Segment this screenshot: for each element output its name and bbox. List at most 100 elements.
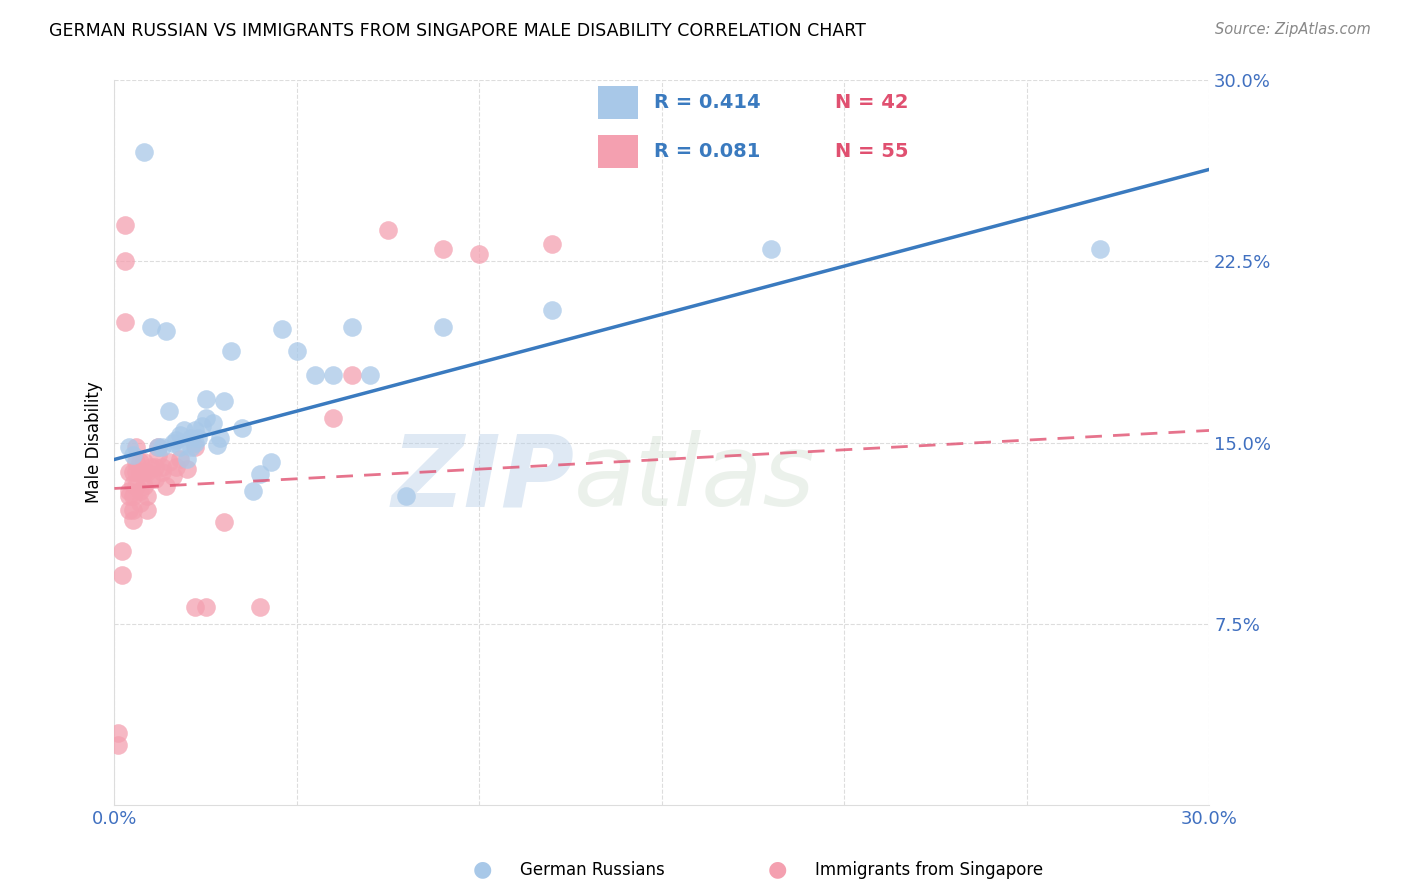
Point bbox=[148, 441, 170, 455]
Point bbox=[129, 483, 152, 498]
Point bbox=[169, 452, 191, 467]
Point bbox=[125, 479, 148, 493]
Point bbox=[107, 725, 129, 739]
Point bbox=[180, 431, 202, 445]
Point bbox=[114, 254, 136, 268]
Point bbox=[165, 459, 187, 474]
Point bbox=[176, 462, 198, 476]
Point bbox=[118, 441, 141, 455]
Point bbox=[322, 368, 344, 382]
Point bbox=[761, 242, 783, 256]
Point bbox=[219, 343, 242, 358]
Point bbox=[157, 455, 180, 469]
Point bbox=[304, 368, 326, 382]
Point bbox=[285, 343, 308, 358]
Point bbox=[191, 418, 214, 433]
Point bbox=[155, 324, 177, 338]
Point bbox=[212, 516, 235, 530]
Point bbox=[162, 469, 184, 483]
Text: R = 0.081: R = 0.081 bbox=[654, 142, 759, 161]
Point bbox=[169, 441, 191, 455]
Point bbox=[132, 465, 155, 479]
Point bbox=[541, 302, 564, 317]
Point bbox=[242, 483, 264, 498]
Point bbox=[148, 448, 170, 462]
Point bbox=[194, 411, 217, 425]
Point bbox=[139, 459, 162, 474]
Point bbox=[121, 489, 143, 503]
Y-axis label: Male Disability: Male Disability bbox=[86, 382, 103, 503]
Bar bbox=[599, 87, 638, 119]
Point bbox=[114, 218, 136, 232]
Point bbox=[155, 479, 177, 493]
Point bbox=[121, 503, 143, 517]
Point bbox=[432, 319, 454, 334]
Point bbox=[187, 431, 209, 445]
Point bbox=[125, 455, 148, 469]
Point bbox=[139, 319, 162, 334]
Text: Immigrants from Singapore: Immigrants from Singapore bbox=[815, 861, 1043, 879]
Point bbox=[1088, 242, 1111, 256]
Point bbox=[340, 319, 363, 334]
Point bbox=[111, 568, 134, 582]
Point bbox=[150, 459, 173, 474]
Text: N = 42: N = 42 bbox=[835, 93, 908, 112]
Point bbox=[212, 394, 235, 409]
Point bbox=[205, 438, 228, 452]
Point bbox=[231, 421, 253, 435]
Point bbox=[169, 428, 191, 442]
Point bbox=[209, 431, 232, 445]
Point bbox=[121, 448, 143, 462]
Point bbox=[359, 368, 381, 382]
Point bbox=[118, 503, 141, 517]
Point bbox=[125, 465, 148, 479]
Point bbox=[129, 455, 152, 469]
Point bbox=[150, 465, 173, 479]
Text: ZIP: ZIP bbox=[391, 430, 574, 527]
Point bbox=[432, 242, 454, 256]
Point bbox=[139, 472, 162, 486]
Point bbox=[132, 455, 155, 469]
Point bbox=[107, 738, 129, 752]
Point bbox=[194, 392, 217, 406]
Point bbox=[183, 435, 205, 450]
Point bbox=[148, 441, 170, 455]
Point bbox=[118, 483, 141, 498]
Text: German Russians: German Russians bbox=[520, 861, 665, 879]
Point bbox=[136, 489, 159, 503]
Point bbox=[136, 503, 159, 517]
Point bbox=[194, 599, 217, 614]
Point bbox=[340, 368, 363, 382]
Point bbox=[165, 433, 187, 447]
Point bbox=[183, 599, 205, 614]
Bar bbox=[599, 136, 638, 168]
Text: ●: ● bbox=[472, 860, 492, 880]
Point bbox=[322, 411, 344, 425]
Point bbox=[173, 424, 195, 438]
Point bbox=[150, 441, 173, 455]
Point bbox=[249, 467, 271, 481]
Point bbox=[260, 455, 283, 469]
Point bbox=[121, 476, 143, 491]
Point bbox=[125, 441, 148, 455]
Point bbox=[118, 465, 141, 479]
Point bbox=[121, 465, 143, 479]
Text: Source: ZipAtlas.com: Source: ZipAtlas.com bbox=[1215, 22, 1371, 37]
Point bbox=[114, 315, 136, 329]
Point bbox=[541, 237, 564, 252]
Point bbox=[111, 544, 134, 558]
Point bbox=[132, 145, 155, 160]
Point bbox=[129, 496, 152, 510]
Point bbox=[201, 416, 224, 430]
Point bbox=[176, 452, 198, 467]
Text: ●: ● bbox=[768, 860, 787, 880]
Point bbox=[162, 435, 184, 450]
Point bbox=[377, 223, 399, 237]
Point bbox=[183, 441, 205, 455]
Text: N = 55: N = 55 bbox=[835, 142, 908, 161]
Point bbox=[157, 404, 180, 418]
Text: R = 0.414: R = 0.414 bbox=[654, 93, 761, 112]
Point bbox=[129, 465, 152, 479]
Point bbox=[180, 441, 202, 455]
Point bbox=[183, 424, 205, 438]
